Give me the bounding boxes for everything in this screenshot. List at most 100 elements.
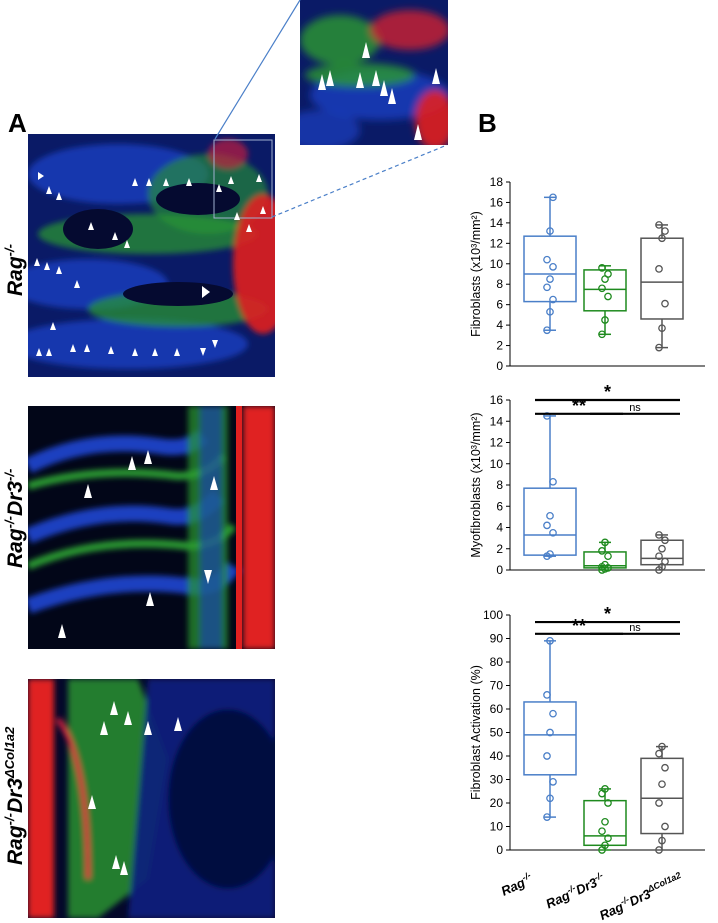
y-tick-label: 10 — [490, 457, 504, 471]
data-point — [601, 538, 609, 547]
data-point — [543, 521, 551, 530]
panel-letter-b: B — [478, 108, 497, 138]
data-point — [604, 292, 612, 301]
data-point — [655, 265, 663, 273]
box — [640, 237, 684, 320]
y-tick-label: 8 — [496, 277, 503, 291]
y-axis-label: Myofibroblasts (x10³/mm²) — [469, 412, 483, 557]
box-group-3 — [640, 742, 684, 854]
data-point — [658, 544, 666, 553]
data-point — [655, 749, 663, 758]
data-point — [549, 193, 557, 202]
y-tick-label: 2 — [496, 542, 503, 556]
box — [640, 757, 684, 835]
data-point — [604, 552, 612, 561]
data-point — [601, 316, 609, 324]
box-group-2 — [583, 264, 627, 339]
data-point — [598, 330, 606, 339]
data-point — [543, 752, 551, 760]
significance-label: * — [604, 382, 611, 402]
box-group-2 — [583, 538, 627, 574]
data-point — [549, 262, 557, 271]
data-point — [655, 221, 663, 229]
data-point — [546, 275, 554, 283]
data-point — [543, 326, 551, 335]
box-group-1 — [523, 193, 577, 335]
significance-label: ** — [572, 396, 586, 416]
y-tick-label: 18 — [490, 175, 504, 189]
data-point — [543, 283, 551, 292]
y-tick-label: 80 — [490, 655, 504, 669]
data-point — [655, 552, 663, 561]
box-group-1 — [523, 412, 577, 561]
significance-label: * — [604, 604, 611, 624]
data-point — [601, 841, 609, 850]
data-point — [598, 547, 606, 555]
y-tick-label: 40 — [490, 749, 504, 763]
data-point — [598, 827, 606, 836]
data-point — [543, 255, 551, 264]
data-point — [543, 813, 551, 821]
y-tick-label: 6 — [496, 298, 503, 312]
data-point — [549, 295, 557, 304]
data-point — [604, 799, 612, 807]
y-tick-label: 70 — [490, 679, 504, 693]
data-point — [661, 227, 669, 235]
data-point — [598, 264, 606, 272]
y-tick-label: 60 — [490, 702, 504, 716]
y-tick-label: 0 — [496, 843, 503, 857]
data-point — [546, 550, 554, 558]
data-point — [546, 794, 554, 803]
data-point — [601, 560, 609, 569]
data-point — [658, 836, 666, 845]
micrograph-rag-dr3-col1a2 — [28, 679, 275, 918]
y-tick-label: 10 — [490, 257, 504, 271]
significance-label: ns — [629, 622, 641, 634]
y-tick-label: 4 — [496, 521, 503, 535]
chart-1: 0 2 4 6 8 10 12 14 16 18 Fibroblasts (x10³/mm²) — [469, 175, 705, 373]
data-point — [546, 227, 554, 235]
data-point — [661, 557, 669, 566]
significance-label: ns — [629, 402, 641, 414]
data-point — [661, 822, 669, 831]
data-point — [546, 636, 554, 645]
data-point — [604, 270, 612, 278]
y-axis-label: Fibroblasts (x10³/mm²) — [469, 211, 483, 337]
micrograph-zoom-inset — [300, 0, 448, 145]
data-point — [601, 785, 609, 793]
box-group-1 — [523, 636, 577, 821]
micrograph-rag — [28, 134, 275, 377]
data-point — [655, 531, 663, 539]
data-point — [655, 343, 663, 352]
y-tick-label: 16 — [490, 195, 504, 209]
y-tick-label: 20 — [490, 796, 504, 810]
y-tick-label: 6 — [496, 499, 503, 513]
data-point — [546, 728, 554, 737]
y-tick-label: 30 — [490, 773, 504, 787]
y-tick-label: 14 — [490, 414, 504, 428]
data-point — [598, 284, 606, 293]
y-tick-label: 12 — [490, 236, 504, 250]
y-tick-label: 90 — [490, 632, 504, 646]
data-point — [546, 511, 554, 520]
box — [523, 701, 577, 776]
data-point — [543, 691, 551, 699]
chart-3: 0 10 20 30 40 50 60 70 80 90 100 Fibroblast Activat… — [469, 604, 705, 857]
y-tick-label: 16 — [490, 393, 504, 407]
y-tick-label: 12 — [490, 436, 504, 450]
data-point — [658, 742, 666, 751]
data-point — [549, 777, 557, 786]
data-point — [658, 234, 666, 243]
y-tick-label: 0 — [496, 563, 503, 577]
panel-letter-a: A — [8, 108, 27, 138]
data-point — [546, 307, 554, 316]
y-tick-label: 8 — [496, 478, 503, 492]
box — [523, 487, 577, 556]
data-point — [661, 763, 669, 772]
y-tick-label: 4 — [496, 318, 503, 332]
data-point — [658, 780, 666, 789]
significance-label: ** — [572, 616, 586, 636]
